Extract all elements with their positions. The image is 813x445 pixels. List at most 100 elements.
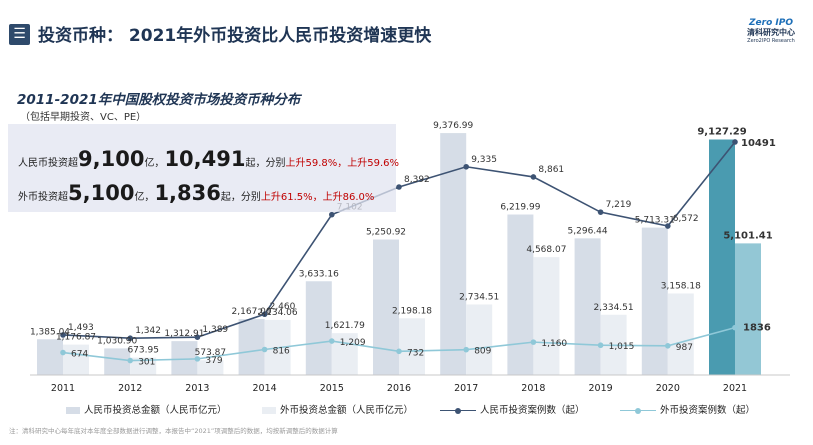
point-fx-cases bbox=[127, 357, 133, 364]
line-rmb-label: 7,219 bbox=[606, 200, 632, 210]
summary-rmb: 人民币投资超9,100亿，10,491起，分别上升59.8%，上升59.6% bbox=[18, 147, 399, 171]
logo-text-1: Zero IPO bbox=[749, 18, 793, 28]
point-fx-cases bbox=[732, 324, 738, 331]
bar-fx-label: 2,734.51 bbox=[459, 292, 499, 302]
point-rmb-cases bbox=[329, 211, 335, 218]
page-title: 投资币种： 2021年外币投资比人民币投资增速更快 bbox=[38, 26, 432, 46]
legend-label: 人民币投资案例数（起） bbox=[480, 405, 585, 416]
bar-fx-label: 1,621.79 bbox=[325, 321, 365, 331]
summary-fx-amount-unit: 亿， bbox=[134, 192, 155, 203]
point-rmb-cases bbox=[597, 209, 604, 215]
bar-fx-amount bbox=[331, 333, 358, 375]
x-tick-label: 2013 bbox=[185, 383, 209, 394]
legend-rmb-amount: 人民币投资总金额（人民币亿元） bbox=[66, 402, 227, 416]
bar-rmb-label: 3,633.16 bbox=[299, 269, 339, 279]
bar-fx-label: 673.95 bbox=[127, 346, 159, 356]
legend-fx-cases: 外币投资案例数（起） bbox=[620, 402, 755, 416]
summary-rmb-growth: 上升59.8%，上升59.6% bbox=[285, 158, 400, 169]
summary-fx-growth: 上升61.5%，上升86.0% bbox=[260, 192, 375, 203]
point-fx-cases bbox=[329, 338, 335, 344]
point-fx-cases bbox=[665, 343, 671, 349]
point-fx-cases bbox=[60, 349, 66, 356]
bar-fx-label: 5,101.41 bbox=[723, 230, 772, 241]
line-fx-label: 1,160 bbox=[541, 339, 567, 349]
bar-rmb-label: 1,385.04 bbox=[30, 327, 70, 337]
line-rmb-label: 1,493 bbox=[68, 323, 94, 333]
menu-icon[interactable]: ☰ bbox=[9, 24, 30, 45]
line-fx-label: 732 bbox=[407, 348, 424, 358]
line-fx-label: 1836 bbox=[743, 323, 771, 334]
point-rmb-cases bbox=[261, 311, 268, 318]
bar-rmb-amount bbox=[574, 238, 601, 375]
point-rmb-cases bbox=[60, 332, 66, 338]
legend-fx-amount: 外币投资总金额（人民币亿元） bbox=[262, 402, 413, 416]
x-tick-label: 2019 bbox=[589, 383, 613, 394]
bar-rmb-amount bbox=[238, 319, 265, 375]
legend-label: 人民币投资总金额（人民币亿元） bbox=[84, 405, 227, 416]
legend-line bbox=[440, 407, 476, 415]
bar-rmb-amount bbox=[305, 281, 332, 375]
chart-subtitle: （包括早期投资、VC、PE） bbox=[20, 112, 147, 123]
header: ☰ 投资币种： 2021年外币投资比人民币投资增速更快 Zero IPO 清科研… bbox=[0, 0, 813, 60]
bar-rmb-label: 2,167.00 bbox=[232, 307, 272, 317]
bar-rmb-amount bbox=[709, 139, 735, 375]
line-rmb-label: 10491 bbox=[741, 138, 776, 149]
summary-fx-cases-unit: 起，分别 bbox=[220, 192, 261, 203]
legend-line bbox=[620, 407, 656, 415]
x-tick-label: 2014 bbox=[253, 383, 277, 394]
line-rmb-label: 6,572 bbox=[673, 214, 699, 224]
x-tick-label: 2015 bbox=[320, 383, 344, 394]
bar-fx-amount bbox=[667, 293, 694, 375]
bar-fx-label: 2,134.06 bbox=[258, 308, 298, 318]
point-fx-cases bbox=[597, 342, 604, 349]
point-fx-cases bbox=[463, 346, 470, 353]
x-tick-label: 2021 bbox=[723, 383, 747, 394]
legend-label: 外币投资案例数（起） bbox=[660, 405, 756, 416]
x-tick-label: 2018 bbox=[521, 383, 545, 394]
line-fx-label: 809 bbox=[474, 347, 491, 357]
line-fx-label: 1,015 bbox=[609, 342, 635, 352]
bar-rmb-label: 6,219.99 bbox=[500, 203, 540, 213]
x-tick-label: 2017 bbox=[454, 383, 478, 394]
legend-swatch bbox=[66, 407, 80, 414]
line-rmb-label: 8,392 bbox=[404, 175, 430, 185]
point-rmb-cases bbox=[127, 335, 133, 342]
line-rmb-label: 1,342 bbox=[135, 326, 161, 336]
summary-rmb-amount: 9,100 bbox=[78, 147, 145, 171]
bar-rmb-label: 5,713.31 bbox=[635, 216, 675, 226]
legend-rmb-cases: 人民币投资案例数（起） bbox=[440, 402, 585, 416]
summary-box: 人民币投资超9,100亿，10,491起，分别上升59.8%，上升59.6% 外… bbox=[8, 124, 399, 212]
bar-fx-amount bbox=[130, 357, 157, 375]
chart-title: 2011-2021年中国股权投资市场投资币种分布 bbox=[17, 92, 301, 108]
point-rmb-cases bbox=[530, 174, 537, 180]
point-fx-cases bbox=[261, 346, 268, 353]
summary-fx: 外币投资超5,100亿，1,836起，分别上升61.5%，上升86.0% bbox=[18, 181, 374, 205]
logo-text-2: 清科研究中心 bbox=[747, 28, 795, 37]
summary-rmb-amount-unit: 亿， bbox=[144, 158, 165, 169]
line-fx-label: 301 bbox=[138, 358, 155, 368]
summary-fx-amount: 5,100 bbox=[68, 181, 135, 205]
line-rmb-label: 8,861 bbox=[538, 165, 564, 175]
summary-rmb-prefix: 人民币投资超 bbox=[18, 158, 78, 169]
point-rmb-cases bbox=[463, 163, 470, 170]
line-fx-label: 987 bbox=[676, 343, 693, 353]
x-tick-label: 2020 bbox=[656, 383, 680, 394]
bar-fx-amount bbox=[735, 243, 761, 375]
point-fx-cases bbox=[530, 339, 537, 345]
summary-rmb-cases: 10,491 bbox=[164, 147, 246, 171]
point-fx-cases bbox=[194, 356, 201, 362]
bar-rmb-amount bbox=[373, 239, 399, 375]
point-rmb-cases bbox=[732, 139, 738, 145]
summary-rmb-cases-unit: 起，分别 bbox=[245, 158, 286, 169]
bar-rmb-amount bbox=[641, 227, 668, 375]
x-tick-label: 2016 bbox=[387, 383, 411, 394]
bar-rmb-amount bbox=[440, 133, 467, 375]
bar-rmb-label: 9,127.29 bbox=[697, 127, 746, 138]
line-rmb-label: 2,460 bbox=[270, 302, 296, 312]
point-fx-cases bbox=[396, 348, 402, 355]
footnote: 注：清科研究中心每年底对本年度全部数据进行调整，本报告中“2021”项调整后的数… bbox=[9, 427, 338, 435]
bar-fx-label: 2,334.51 bbox=[594, 303, 634, 313]
logo-text-3: Zero2IPO Research bbox=[747, 38, 795, 44]
x-tick-label: 2012 bbox=[118, 383, 142, 394]
